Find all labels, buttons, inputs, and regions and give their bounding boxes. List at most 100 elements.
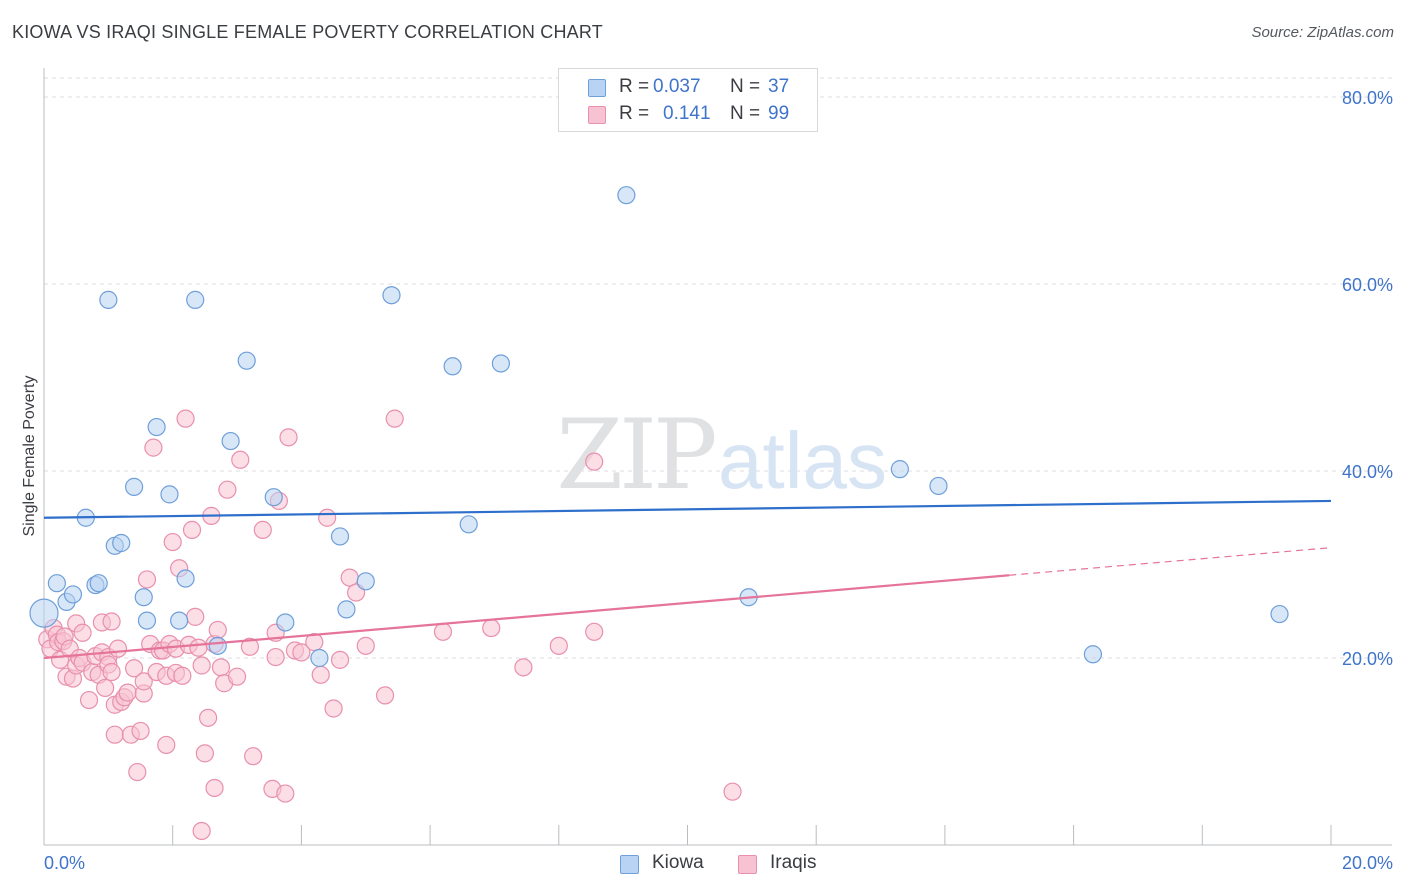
legend-n-label: N = [730,103,761,124]
legend-n-value: 37 [768,76,790,97]
iraqis-point [244,747,263,766]
iraqis-point [157,735,176,755]
iraqis-point [723,782,742,801]
kiowa-point [134,588,153,607]
source-label: Source: ZipAtlas.com [1251,24,1394,41]
iraqis-point [137,570,157,589]
iraqis-point [585,452,604,471]
iraqis-point [205,778,224,798]
legend-n-value: 99 [768,103,790,124]
iraqis-point [124,659,144,678]
y-axis-label: Single Female Poverty [21,376,38,537]
iraqis-point [311,665,330,684]
iraqis-point [182,520,202,540]
iraqis-point [192,821,211,841]
kiowa-point [264,488,283,507]
watermark-atlas: atlas [718,416,887,505]
kiowa-point [929,476,948,496]
iraqis-point [102,662,121,682]
iraqis-point [108,639,128,658]
kiowa-point [382,286,401,305]
iraqis-point [96,678,115,698]
iraqis-point [240,637,260,656]
y-tick-label: 80.0% [1342,88,1393,108]
iraqis-point [79,690,99,710]
legend-r-value: 0.037 [653,76,701,97]
legend-row-iraqis: R = 0.141 N = 99 [559,102,817,128]
iraqis-trend-line [43,574,1010,660]
iraqis-point [276,784,295,803]
kiowa-point [47,574,66,593]
kiowa-point [1270,604,1289,624]
kiowa-point [160,485,179,504]
kiowa-point [147,417,166,437]
iraqis-point [192,656,211,675]
iraqis-point [433,622,453,641]
chart-title: KIOWA VS IRAQI SINGLE FEMALE POVERTY COR… [12,22,603,42]
kiowa-point [124,477,144,496]
kiowa-point [99,290,118,309]
kiowa-point [617,186,636,205]
kiowa-point [356,572,375,591]
tick-labels: 20.0% 40.0% 60.0% 80.0% 0.0% 20.0% [44,88,1393,873]
kiowa-point [186,290,205,309]
iraqis-point [144,438,163,457]
legend-r-label: R = [619,103,650,124]
kiowa-trend-line [43,499,1332,519]
kiowa-legend-label: Kiowa [652,852,704,873]
kiowa-point [112,533,131,553]
kiowa-point [443,357,462,376]
iraqis-point [549,636,568,655]
kiowa-points [29,186,1289,668]
iraqis-point [118,683,137,702]
iraqis-point [73,623,92,642]
iraqis-point [375,686,395,705]
iraqis-point [279,428,298,447]
kiowa-point [491,354,510,373]
iraqis-point [266,647,285,667]
kiowa-point [176,569,195,588]
iraqis-point [102,612,121,631]
bottom-legend-kiowa: Kiowa [620,852,720,878]
iraqis-point [292,643,311,662]
x-tick-label: 20.0% [1342,853,1393,873]
kiowa-point [337,600,356,619]
kiowa-swatch [588,79,606,97]
legend-r-label: R = [619,76,650,97]
iraqis-point [186,607,205,626]
kiowa-point [310,648,329,668]
iraqis-point [318,508,337,527]
bottom-legend-iraqis: Iraqis [738,852,838,878]
kiowa-point [890,460,909,479]
kiowa-point [170,611,189,630]
kiowa-point [63,585,83,604]
kiowa-point [208,636,227,655]
iraqis-point [195,744,214,763]
legend-r-value: 0.141 [663,103,711,124]
iraqis-point [189,638,208,657]
y-tick-label: 60.0% [1342,275,1393,295]
y-tick-label: 20.0% [1342,649,1393,669]
iraqis-point [198,708,218,727]
iraqis-point [324,699,343,718]
iraqis-point [163,532,182,552]
iraqis-point [211,658,231,677]
kiowa-point [237,351,256,370]
iraqis-point [105,725,124,744]
x-tick-label: 0.0% [44,853,85,873]
iraqis-legend-label: Iraqis [770,852,817,873]
iraqis-point [218,480,237,499]
iraqis-trend-extension [1009,547,1332,576]
iraqis-point [231,450,250,469]
kiowa-point [276,613,295,632]
iraqis-point [356,636,375,655]
y-tick-label: 40.0% [1342,462,1393,482]
axes [43,68,1392,846]
kiowa-point [1083,645,1103,664]
iraqis-point [176,409,195,428]
legend-row-kiowa: R = 0.037 N = 37 [559,75,817,101]
watermark: ZIP atlas [556,399,887,511]
iraqis-point [482,618,501,638]
correlation-legend: R = 0.037 N = 37 R = 0.141 N = 99 [558,68,818,132]
